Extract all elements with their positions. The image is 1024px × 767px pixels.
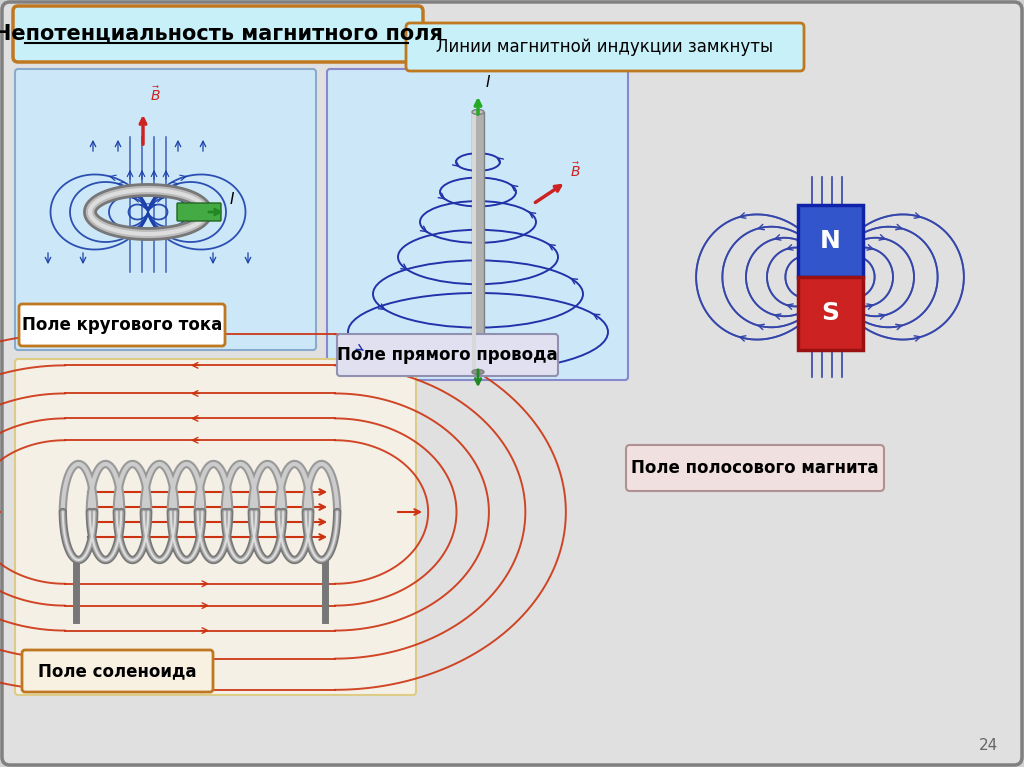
Text: N: N — [819, 229, 841, 253]
Text: S: S — [821, 301, 839, 325]
Text: $\vec{B}$: $\vec{B}$ — [570, 161, 581, 180]
Text: Поле полосового магнита: Поле полосового магнита — [631, 459, 879, 477]
Text: Непотенциальность магнитного поля: Непотенциальность магнитного поля — [0, 24, 442, 44]
FancyBboxPatch shape — [337, 334, 558, 376]
Text: $\vec{B}$: $\vec{B}$ — [150, 85, 161, 104]
Text: I: I — [230, 192, 234, 207]
FancyBboxPatch shape — [19, 304, 225, 346]
Text: Поле прямого провода: Поле прямого провода — [337, 346, 557, 364]
FancyBboxPatch shape — [15, 359, 416, 695]
Text: Поле соленоида: Поле соленоида — [38, 662, 197, 680]
FancyBboxPatch shape — [13, 6, 423, 62]
Text: Линии магнитной индукции замкнуты: Линии магнитной индукции замкнуты — [436, 38, 773, 56]
Ellipse shape — [472, 370, 484, 374]
Ellipse shape — [472, 110, 484, 114]
FancyBboxPatch shape — [15, 69, 316, 350]
FancyBboxPatch shape — [177, 203, 221, 221]
FancyBboxPatch shape — [22, 650, 213, 692]
Bar — [798, 205, 862, 277]
Text: Поле кругового тока: Поле кругового тока — [22, 316, 222, 334]
Bar — [472, 112, 476, 372]
Bar — [472, 112, 484, 372]
FancyBboxPatch shape — [626, 445, 884, 491]
FancyBboxPatch shape — [406, 23, 804, 71]
Bar — [798, 277, 862, 350]
Text: 24: 24 — [978, 738, 997, 752]
FancyBboxPatch shape — [327, 69, 628, 380]
Text: I: I — [486, 75, 490, 90]
